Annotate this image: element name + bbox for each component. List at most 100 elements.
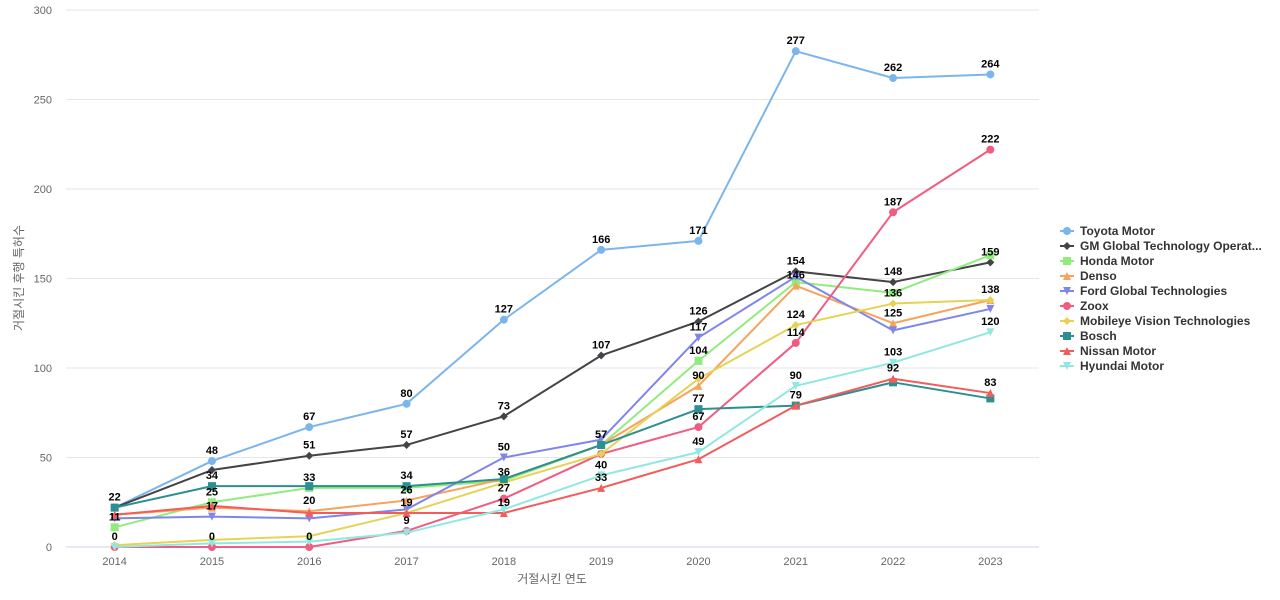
data-point[interactable] bbox=[207, 501, 216, 510]
data-point[interactable] bbox=[402, 496, 411, 505]
data-label: 34 bbox=[206, 470, 219, 482]
data-point[interactable] bbox=[305, 451, 314, 460]
data-point[interactable] bbox=[986, 70, 995, 79]
data-point[interactable] bbox=[694, 423, 703, 432]
data-point[interactable] bbox=[694, 455, 703, 464]
legend-item[interactable]: Nissan Motor bbox=[1060, 344, 1156, 358]
data-point[interactable] bbox=[207, 466, 216, 475]
data-point[interactable] bbox=[791, 272, 800, 281]
legend-item[interactable]: Denso bbox=[1060, 269, 1117, 283]
data-point[interactable] bbox=[597, 440, 606, 449]
data-point[interactable] bbox=[694, 374, 703, 383]
series-line[interactable] bbox=[114, 377, 991, 516]
data-point[interactable] bbox=[694, 381, 703, 390]
data-point[interactable] bbox=[499, 315, 508, 324]
data-point[interactable] bbox=[889, 74, 898, 83]
data-point[interactable] bbox=[694, 236, 703, 245]
data-point[interactable] bbox=[499, 494, 508, 503]
data-point[interactable] bbox=[207, 512, 216, 521]
data-label: 19 bbox=[498, 497, 510, 509]
data-point[interactable] bbox=[791, 281, 800, 290]
data-point[interactable] bbox=[402, 528, 411, 537]
data-label: 40 bbox=[595, 459, 607, 471]
legend-item[interactable]: Hyundai Motor bbox=[1060, 359, 1164, 373]
data-label: 92 bbox=[887, 363, 899, 375]
legend-item[interactable]: GM Global Technology Operat... bbox=[1060, 239, 1262, 253]
data-point[interactable] bbox=[597, 435, 606, 444]
data-point[interactable] bbox=[986, 389, 995, 398]
data-point[interactable] bbox=[597, 483, 606, 492]
data-point[interactable] bbox=[986, 394, 995, 403]
data-point[interactable] bbox=[694, 317, 703, 326]
legend-item[interactable]: Honda Motor bbox=[1060, 254, 1154, 268]
data-label: 120 bbox=[981, 316, 999, 328]
data-point[interactable] bbox=[207, 457, 216, 466]
data-label: 80 bbox=[400, 388, 412, 400]
data-point[interactable] bbox=[110, 523, 119, 532]
x-tick-label: 2017 bbox=[394, 556, 418, 568]
series-line[interactable] bbox=[114, 381, 991, 509]
series-line[interactable] bbox=[114, 331, 991, 548]
series-line[interactable] bbox=[114, 261, 991, 509]
data-point[interactable] bbox=[986, 328, 995, 337]
data-point[interactable] bbox=[207, 539, 216, 548]
data-point[interactable] bbox=[986, 145, 995, 154]
data-point[interactable] bbox=[694, 333, 703, 342]
data-point[interactable] bbox=[597, 449, 606, 458]
data-point[interactable] bbox=[305, 543, 314, 551]
data-label: 51 bbox=[303, 440, 315, 452]
data-point[interactable] bbox=[402, 440, 411, 449]
data-point[interactable] bbox=[986, 251, 995, 260]
series-line[interactable] bbox=[114, 284, 991, 516]
data-point[interactable] bbox=[889, 278, 898, 287]
data-point[interactable] bbox=[402, 399, 411, 408]
data-point[interactable] bbox=[110, 503, 119, 512]
data-point[interactable] bbox=[110, 543, 119, 551]
data-point[interactable] bbox=[791, 338, 800, 347]
data-point[interactable] bbox=[207, 482, 216, 491]
data-point[interactable] bbox=[791, 381, 800, 390]
data-point[interactable] bbox=[889, 326, 898, 335]
data-point[interactable] bbox=[499, 505, 508, 514]
legend-item[interactable]: Toyota Motor bbox=[1060, 224, 1155, 238]
data-point[interactable] bbox=[305, 423, 314, 432]
data-point[interactable] bbox=[499, 474, 508, 483]
data-point[interactable] bbox=[889, 358, 898, 367]
data-point[interactable] bbox=[986, 295, 995, 304]
legend-item[interactable]: Bosch bbox=[1060, 329, 1117, 343]
data-point[interactable] bbox=[597, 351, 606, 360]
data-point[interactable] bbox=[597, 471, 606, 480]
data-point[interactable] bbox=[597, 245, 606, 254]
data-point[interactable] bbox=[305, 482, 314, 491]
data-point[interactable] bbox=[791, 401, 800, 410]
data-point[interactable] bbox=[402, 508, 411, 517]
series-line[interactable] bbox=[114, 275, 991, 520]
data-point[interactable] bbox=[305, 508, 314, 517]
data-point[interactable] bbox=[889, 299, 898, 308]
data-point[interactable] bbox=[986, 258, 995, 267]
data-point[interactable] bbox=[889, 319, 898, 328]
legend-item[interactable]: Zoox bbox=[1060, 299, 1109, 313]
data-point[interactable] bbox=[791, 47, 800, 56]
data-point[interactable] bbox=[305, 537, 314, 546]
data-point[interactable] bbox=[694, 405, 703, 414]
data-point[interactable] bbox=[694, 448, 703, 457]
data-point[interactable] bbox=[110, 510, 119, 519]
data-point[interactable] bbox=[986, 304, 995, 313]
series-line[interactable] bbox=[114, 50, 991, 509]
data-label: 73 bbox=[498, 400, 510, 412]
x-tick-label: 2016 bbox=[297, 556, 321, 568]
data-point[interactable] bbox=[499, 453, 508, 462]
series-line[interactable] bbox=[114, 298, 991, 547]
legend-item[interactable]: Mobileye Vision Technologies bbox=[1060, 314, 1251, 328]
data-point[interactable] bbox=[499, 412, 508, 421]
legend-item[interactable]: Ford Global Technologies bbox=[1060, 284, 1227, 298]
series-line[interactable] bbox=[114, 148, 991, 548]
data-point[interactable] bbox=[889, 208, 898, 217]
data-point[interactable] bbox=[889, 374, 898, 383]
data-point[interactable] bbox=[402, 482, 411, 491]
data-point[interactable] bbox=[791, 321, 800, 330]
data-point[interactable] bbox=[889, 288, 898, 297]
data-point[interactable] bbox=[694, 356, 703, 365]
